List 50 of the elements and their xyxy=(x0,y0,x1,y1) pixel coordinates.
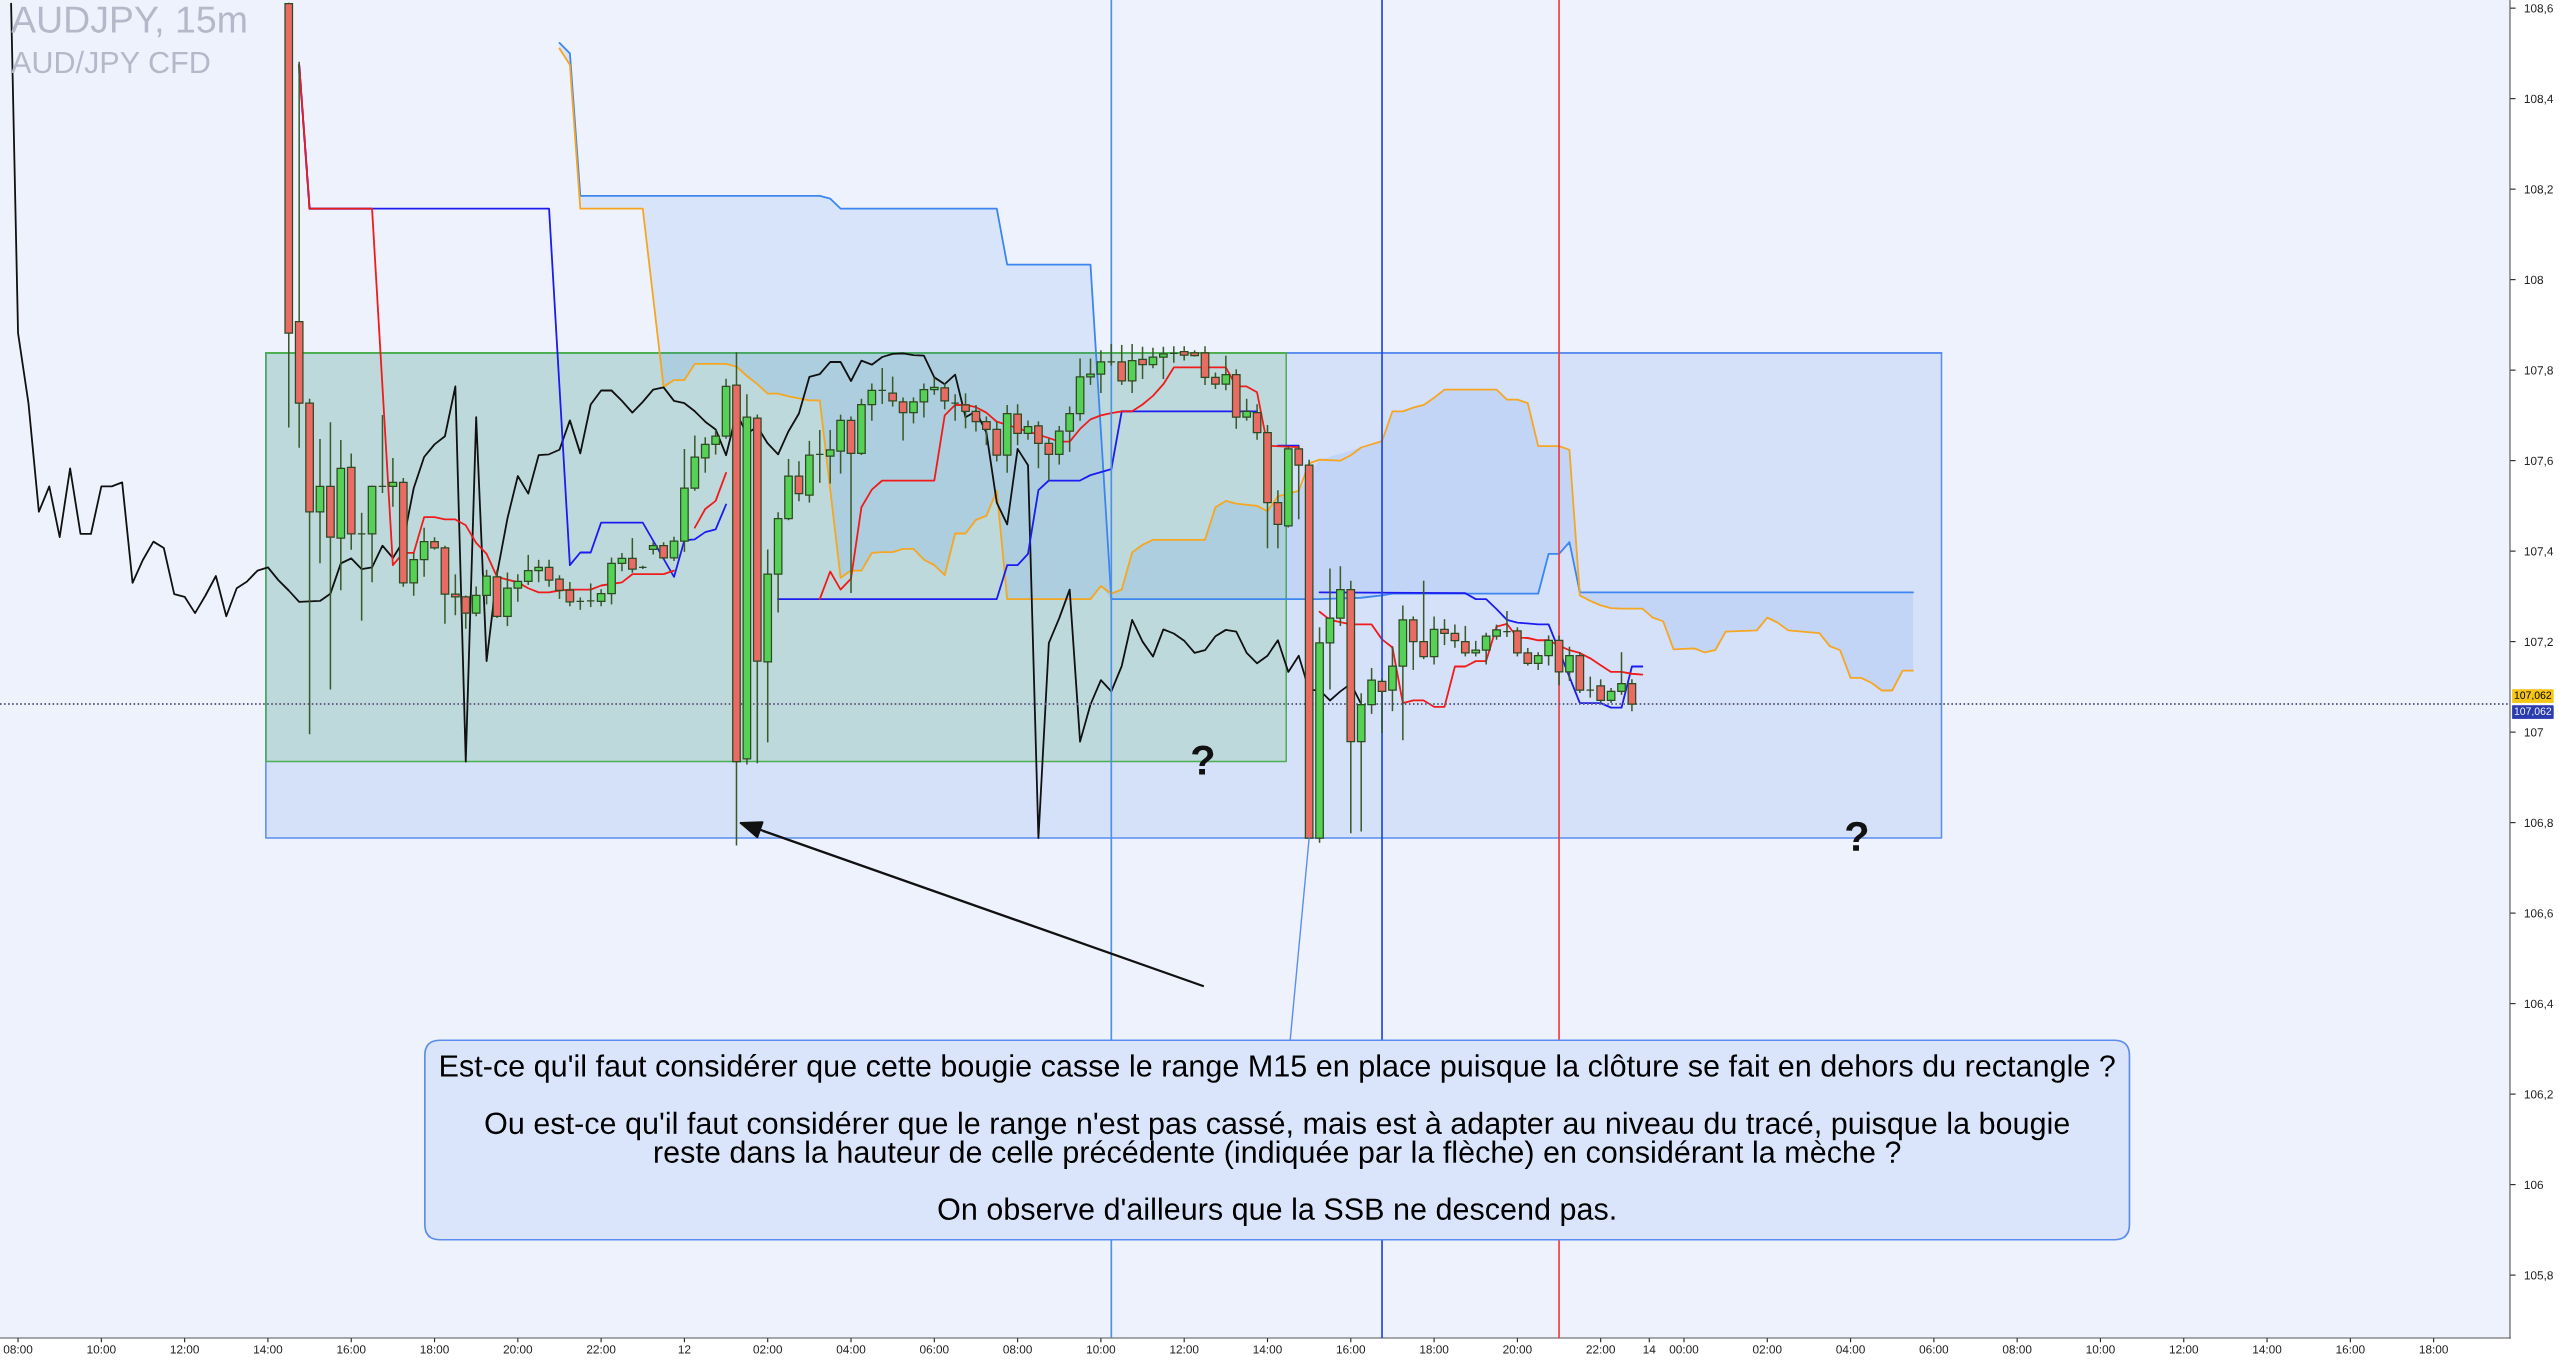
y-tick-label: 108,2 xyxy=(2524,185,2553,195)
x-tick-label: 00:00 xyxy=(1669,1345,1699,1354)
y-tick-label: 108 xyxy=(2524,275,2544,285)
x-tick-label: 22:00 xyxy=(586,1345,616,1354)
y-tick-label: 108,4 xyxy=(2524,94,2554,105)
x-tick-label: 12:00 xyxy=(1170,1345,1199,1354)
x-tick-label: 20:00 xyxy=(503,1345,533,1354)
x-tick-label: 02:00 xyxy=(753,1345,783,1354)
y-tick-label: 106,8 xyxy=(2524,818,2553,829)
x-tick-label: 10:00 xyxy=(1087,1345,1116,1354)
x-tick-label: 22:00 xyxy=(1586,1345,1615,1354)
x-tick-label: 04:00 xyxy=(1836,1345,1865,1354)
y-tick-label: 108,6 xyxy=(2524,4,2553,14)
y-tick-label: 106,6 xyxy=(2524,909,2553,919)
x-tick-label: 10:00 xyxy=(2086,1345,2115,1354)
x-tick-label: 02:00 xyxy=(1752,1345,1782,1354)
x-tick-label: 16:00 xyxy=(1336,1345,1366,1354)
ref-line-label: 107,062 xyxy=(2514,691,2552,701)
y-tick-label: 107,6 xyxy=(2524,456,2553,467)
y-tick-label: 106 xyxy=(2524,1180,2544,1189)
y-tick-label: 107,4 xyxy=(2524,547,2554,557)
x-tick-label: 10:00 xyxy=(87,1345,116,1354)
x-tick-label: 18:00 xyxy=(2419,1345,2448,1354)
x-tick-label: 08:00 xyxy=(2002,1345,2032,1354)
y-tick-label: 106,2 xyxy=(2524,1090,2553,1100)
x-tick-label: 12:00 xyxy=(170,1345,199,1354)
x-tick-label: 06:00 xyxy=(920,1345,949,1354)
x-tick-label: 08:00 xyxy=(3,1345,33,1354)
x-tick-label: 18:00 xyxy=(1420,1345,1449,1354)
y-tick-label: 106,4 xyxy=(2524,999,2554,1010)
y-tick-label: 107,8 xyxy=(2524,366,2553,376)
x-tick-label: 20:00 xyxy=(1503,1345,1532,1354)
x-tick-label: 12:00 xyxy=(2169,1345,2199,1354)
x-tick-label: 16:00 xyxy=(2336,1345,2365,1354)
x-tick-label: 14 xyxy=(1643,1345,1656,1354)
x-tick-label: 16:00 xyxy=(337,1345,366,1354)
x-tick-label: 06:00 xyxy=(1919,1345,1949,1354)
y-tick-label: 107,2 xyxy=(2524,637,2553,648)
x-tick-label: 14:00 xyxy=(254,1345,283,1354)
x-tick-label: 12 xyxy=(678,1345,691,1354)
x-tick-label: 14:00 xyxy=(1253,1345,1282,1354)
x-tick-label: 18:00 xyxy=(420,1345,449,1354)
x-tick-label: 08:00 xyxy=(1003,1345,1032,1354)
x-tick-label: 04:00 xyxy=(836,1345,866,1354)
ref-line-label: 107,062 xyxy=(2514,707,2552,717)
y-tick-label: 105,8 xyxy=(2524,1271,2553,1281)
annotation: ? xyxy=(1846,821,1868,851)
x-tick-label: 14:00 xyxy=(2253,1345,2282,1354)
y-tick-label: 107 xyxy=(2524,728,2543,737)
annotation: Est-ce qu'il faut considérer que cette bougie casse le range M15 en place puisque la clôture se fait en dehors du rectangle ? Ou est-ce qu'il faut considérer que le range n'est pas cassé, mais est à adapter au niveau du tracé, puisque la bougie reste dans la hauteur de celle précédente (indiquée par la flèche) en considérant la mèche ? On observe d'ailleurs que la SSB ne descend pas. xyxy=(441,1054,2115,1226)
